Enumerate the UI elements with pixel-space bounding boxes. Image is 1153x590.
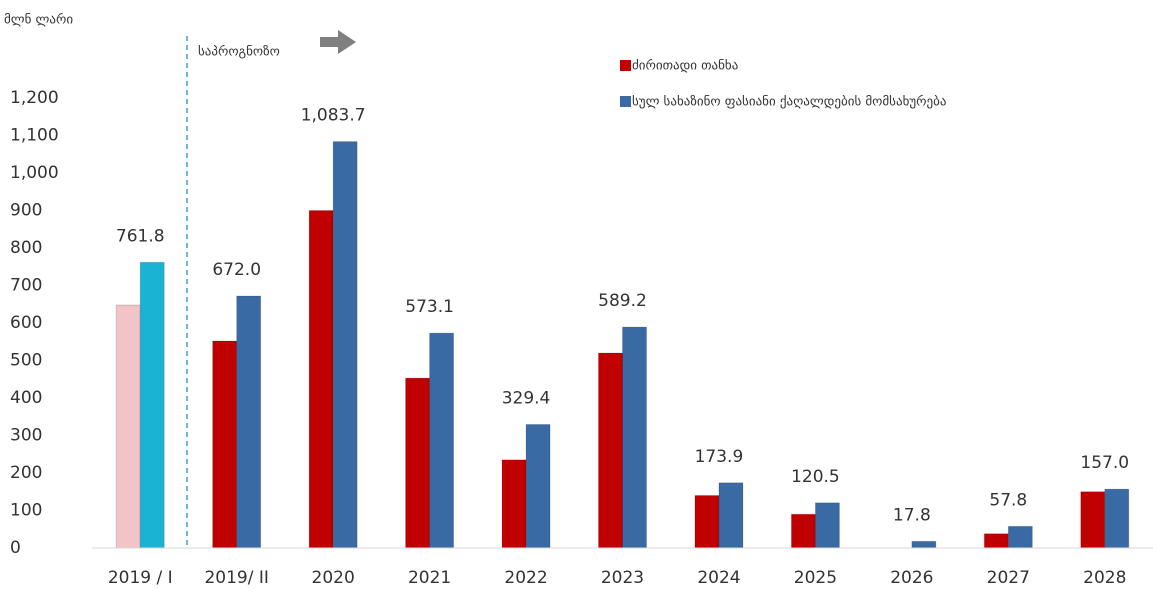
- value-label: 672.0: [212, 260, 261, 280]
- bar: [139, 261, 165, 549]
- y-tick-label: 400: [10, 388, 42, 408]
- legend-swatch: [620, 96, 631, 107]
- x-tick-label: 2020: [312, 568, 355, 588]
- x-tick-label: 2027: [987, 568, 1030, 588]
- y-axis-label: მლნ ლარი: [4, 13, 73, 28]
- bar: [790, 513, 816, 549]
- forecast-annotation: საპროგნოზო: [198, 45, 280, 60]
- bar: [429, 332, 455, 549]
- forecast-arrow: [320, 30, 356, 54]
- y-tick-label: 800: [10, 238, 42, 258]
- value-label: 329.4: [502, 388, 551, 408]
- bar: [1104, 488, 1130, 549]
- x-tick-label: 2026: [890, 568, 933, 588]
- x-tick-label: 2021: [408, 568, 451, 588]
- bar: [236, 295, 262, 549]
- x-tick-label: 2023: [601, 568, 644, 588]
- y-tick-label: 100: [10, 501, 42, 521]
- value-label: 17.8: [893, 505, 931, 525]
- y-tick-label: 1,000: [10, 163, 59, 183]
- bar: [1007, 525, 1033, 549]
- bar: [308, 210, 334, 549]
- value-label: 1,083.7: [301, 106, 366, 126]
- bar: [501, 459, 527, 549]
- y-tick-label: 300: [10, 426, 42, 446]
- bar: [115, 304, 141, 549]
- y-tick-label: 1,100: [10, 126, 59, 146]
- bar: [718, 482, 744, 549]
- bar: [911, 540, 937, 549]
- legend-swatch: [620, 60, 631, 71]
- bar: [694, 495, 720, 549]
- x-tick-label: 2022: [504, 568, 547, 588]
- y-tick-label: 600: [10, 313, 42, 333]
- y-tick-label: 900: [10, 201, 42, 221]
- bar: [814, 502, 840, 549]
- bar: [525, 423, 551, 549]
- x-tick-label: 2028: [1083, 568, 1126, 588]
- bar: [598, 352, 623, 549]
- value-label: 573.1: [405, 297, 454, 317]
- legend-label: ძირითადი თანხა: [632, 59, 738, 74]
- value-label: 157.0: [1080, 453, 1129, 473]
- bar: [405, 377, 431, 549]
- value-label: 57.8: [989, 490, 1027, 510]
- x-tick-label: 2025: [794, 568, 837, 588]
- bar: [1080, 491, 1106, 549]
- value-label: 120.5: [791, 467, 840, 487]
- value-label: 173.9: [695, 447, 744, 467]
- bar: [332, 141, 358, 549]
- y-tick-label: 700: [10, 276, 42, 296]
- bar: [212, 340, 238, 549]
- value-label: 589.2: [598, 291, 647, 311]
- y-tick-label: 200: [10, 463, 42, 483]
- x-tick-label: 2019/ II: [204, 568, 268, 588]
- y-tick-label: 0: [10, 538, 21, 558]
- x-tick-label: 2019 / I: [108, 568, 173, 588]
- x-tick-label: 2024: [697, 568, 740, 588]
- bar: [622, 326, 647, 549]
- value-label: 761.8: [116, 226, 165, 246]
- y-tick-label: 500: [10, 351, 42, 371]
- legend-label: სულ სახაზინო ფასიანი ქაღალდების მომსახურ…: [632, 95, 946, 110]
- bar: [983, 533, 1009, 549]
- y-tick-label: 1,200: [10, 88, 59, 108]
